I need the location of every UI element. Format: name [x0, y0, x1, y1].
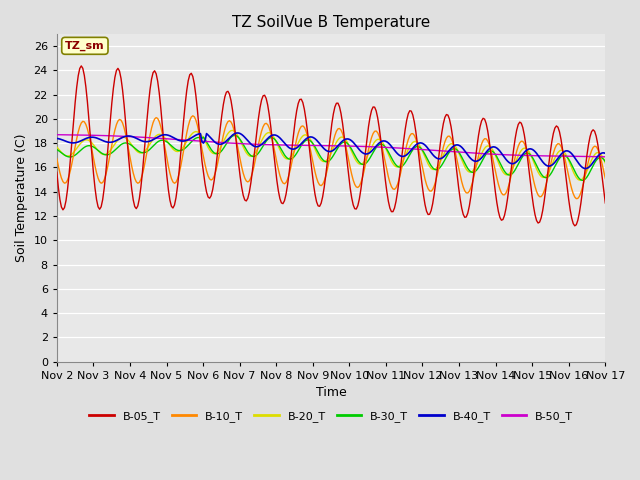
Legend: B-05_T, B-10_T, B-20_T, B-30_T, B-40_T, B-50_T: B-05_T, B-10_T, B-20_T, B-30_T, B-40_T, …	[84, 407, 577, 426]
Text: TZ_sm: TZ_sm	[65, 41, 105, 51]
X-axis label: Time: Time	[316, 386, 346, 399]
Y-axis label: Soil Temperature (C): Soil Temperature (C)	[15, 133, 28, 262]
Title: TZ SoilVue B Temperature: TZ SoilVue B Temperature	[232, 15, 430, 30]
